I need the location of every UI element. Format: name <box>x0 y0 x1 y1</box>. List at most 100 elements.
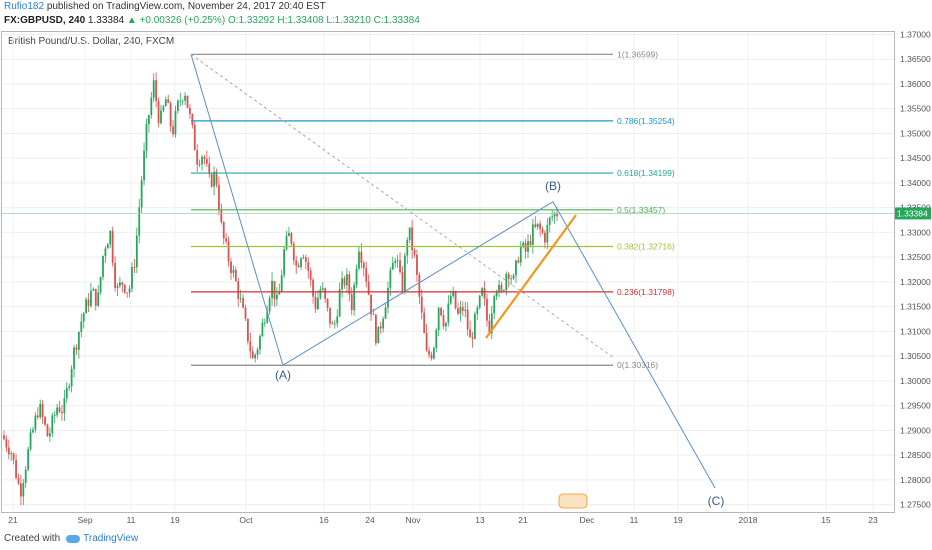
candle-body <box>167 99 170 103</box>
publish-text: published on TradingView.com, November 2… <box>46 1 326 12</box>
candle-body <box>65 387 68 399</box>
candle-body <box>34 415 37 430</box>
candle-body <box>498 284 500 293</box>
candle-body <box>548 217 551 225</box>
y-tick-label: 1.33000 <box>900 227 931 237</box>
candle-body <box>29 432 32 450</box>
candle-body <box>222 222 225 239</box>
candle-body <box>502 290 505 292</box>
fib-level-label: 0.618(1.34199) <box>617 168 675 178</box>
candle-body <box>295 260 298 266</box>
x-tick-label: 19 <box>673 515 683 525</box>
candle-body <box>449 295 452 304</box>
candle-body <box>495 292 498 297</box>
candle-body <box>133 266 136 268</box>
candle-body <box>476 307 479 314</box>
chart-title: British Pound/U.S. Dollar, 240, FXCM <box>8 36 175 47</box>
y-tick-label: 1.28500 <box>900 450 931 460</box>
candle-body <box>242 298 244 308</box>
candle-body <box>7 447 10 455</box>
candle-body <box>123 284 126 293</box>
candle-body <box>442 315 445 327</box>
candle-body <box>365 268 368 282</box>
candle-body <box>145 124 148 151</box>
candle-body <box>452 291 455 296</box>
y-tick-label: 1.36500 <box>900 54 931 64</box>
candle-body <box>218 184 220 210</box>
candle-body <box>478 295 481 308</box>
candle-body <box>445 322 447 327</box>
candle-body <box>104 248 107 256</box>
candle-body <box>391 263 394 270</box>
candle-body <box>63 398 66 414</box>
candle-body <box>539 223 541 229</box>
candle-body <box>268 298 271 312</box>
candle-body <box>271 280 273 299</box>
author-link[interactable]: Rufio182 <box>4 1 45 12</box>
price-axis: 1.37000 1.36500 1.36000 1.35500 1.35000 1.345… <box>895 29 931 510</box>
candle-body <box>288 233 290 237</box>
candle-body <box>454 291 457 309</box>
price-change: ▲ +0.00326 (+0.25%) <box>126 15 226 26</box>
candle-body <box>210 174 213 187</box>
y-tick-label: 1.27500 <box>900 500 931 510</box>
candle-body <box>333 323 336 325</box>
candle-body <box>20 483 22 497</box>
candle-body <box>51 415 54 434</box>
tradingview-logo[interactable]: TradingView <box>66 533 138 544</box>
candle-body <box>109 230 112 245</box>
x-tick-label: 19 <box>170 515 180 525</box>
candle-body <box>304 257 307 262</box>
candle-body <box>102 255 104 278</box>
candle-body <box>387 287 389 308</box>
price-chart[interactable]: 1(1.36599) 0.786(1.35254) 0.618(1.34199) 0.… <box>0 0 932 530</box>
fib-level-label: 0.236(1.31798) <box>617 287 675 297</box>
candle-body <box>32 429 34 433</box>
y-tick-label: 1.37000 <box>900 29 931 39</box>
y-tick-label: 1.31500 <box>900 302 931 312</box>
candle-body <box>278 291 281 295</box>
candle-body <box>425 332 428 351</box>
candle-body <box>205 158 208 164</box>
candle-body <box>408 227 411 240</box>
candle-body <box>68 386 71 388</box>
x-tick-label: 13 <box>475 515 485 525</box>
candle-body <box>155 80 158 101</box>
candle-body <box>215 171 218 185</box>
candle-body <box>92 288 95 291</box>
candle-body <box>24 469 27 484</box>
candle-body <box>119 282 121 286</box>
candle-body <box>309 270 312 280</box>
candle-body <box>413 250 416 255</box>
candle-body <box>517 260 520 263</box>
candle-body <box>189 107 191 115</box>
candle-body <box>70 368 73 387</box>
candle-body <box>500 284 503 291</box>
candle-body <box>331 323 334 325</box>
candle-body <box>147 115 150 125</box>
y-tick-label: 1.29500 <box>900 401 931 411</box>
candle-body <box>534 224 537 227</box>
candle-body <box>73 347 75 369</box>
candle-body <box>143 150 145 181</box>
candle-body <box>48 433 51 437</box>
candle-body <box>53 415 56 416</box>
candle-body <box>80 321 83 333</box>
candle-body <box>106 244 109 249</box>
candle-body <box>275 294 278 300</box>
candle-body <box>379 326 382 329</box>
candle-body <box>99 277 102 293</box>
candle-body <box>524 242 527 252</box>
candle-body <box>367 281 370 295</box>
plot-area[interactable] <box>1 31 895 513</box>
candle-body <box>150 97 153 116</box>
candle-body <box>131 266 133 289</box>
candle-body <box>432 347 435 359</box>
candle-body <box>266 311 269 323</box>
candle-body <box>184 95 187 101</box>
candle-body <box>208 163 211 175</box>
candle-body <box>324 288 327 299</box>
candle-body <box>41 403 44 418</box>
candle-body <box>198 164 201 166</box>
footer: Created with TradingView <box>4 533 138 544</box>
